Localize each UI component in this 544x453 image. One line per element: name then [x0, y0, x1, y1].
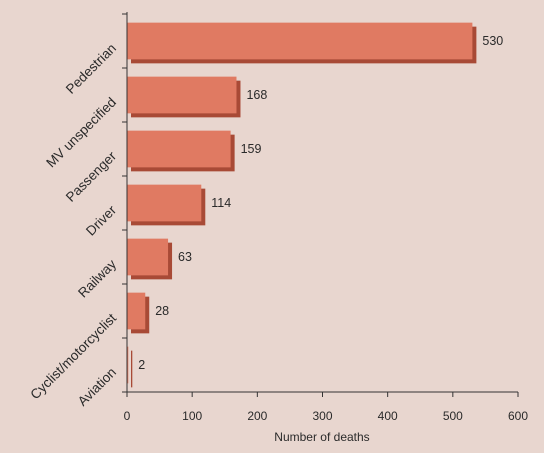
x-tick-label: 400 — [378, 409, 398, 423]
bar-pedestrian — [127, 22, 473, 60]
bar-value-label: 63 — [178, 250, 192, 264]
bar-value-label: 28 — [155, 304, 169, 318]
x-tick-label: 300 — [312, 409, 332, 423]
category-label: Aviation — [75, 365, 119, 409]
bar-value-label: 530 — [482, 34, 503, 48]
category-label: Railway — [75, 256, 119, 300]
x-tick-label: 0 — [124, 409, 131, 423]
bar-driver — [127, 184, 202, 222]
category-label: Passenger — [63, 148, 120, 205]
bar-value-label: 2 — [138, 358, 145, 372]
category-label: Pedestrian — [63, 41, 119, 97]
bar-shadow — [131, 350, 133, 388]
bar-cyclist-motorcyclist — [127, 292, 146, 330]
x-tick-label: 500 — [443, 409, 463, 423]
bar-value-label: 159 — [241, 142, 262, 156]
category-label: Driver — [83, 202, 119, 238]
bar-passenger — [127, 130, 231, 168]
bar-aviation — [127, 346, 129, 384]
x-tick-label: 200 — [247, 409, 267, 423]
bar-mv-unspecified — [127, 76, 237, 114]
x-tick-label: 100 — [182, 409, 202, 423]
bar-value-label: 168 — [246, 88, 267, 102]
bar-value-label: 114 — [211, 196, 231, 210]
x-axis-title: Number of deaths — [274, 430, 369, 444]
x-tick-label: 600 — [508, 409, 528, 423]
bar-railway — [127, 238, 169, 276]
